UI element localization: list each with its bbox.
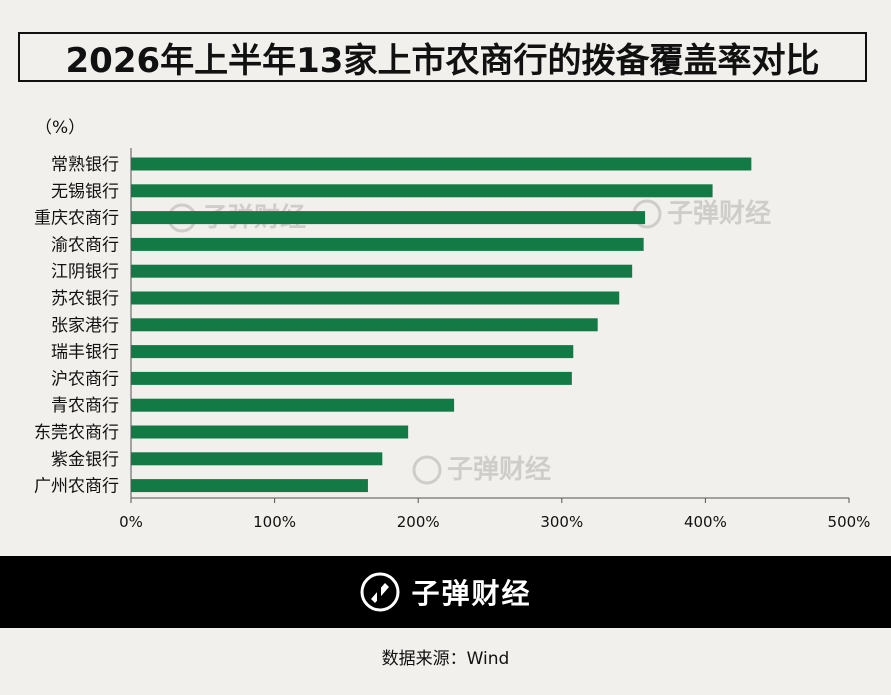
footer-logo: 子弹财经 bbox=[359, 571, 531, 613]
footer-band: 子弹财经 bbox=[0, 556, 891, 628]
chart-title: 2026年上半年13家上市农商行的拨备覆盖率对比 bbox=[65, 40, 820, 81]
watermark-text: 子弹财经 bbox=[447, 454, 551, 485]
category-label: 江阴银行 bbox=[51, 262, 119, 282]
bar bbox=[131, 345, 574, 359]
data-source: 数据来源：Wind bbox=[381, 649, 510, 669]
bar bbox=[131, 157, 752, 171]
x-tick-label: 200% bbox=[397, 513, 440, 531]
category-label: 无锡银行 bbox=[51, 182, 119, 202]
footer-brand: 子弹财经 bbox=[411, 577, 532, 610]
bar bbox=[131, 425, 409, 439]
category-label: 东莞农商行 bbox=[34, 423, 119, 443]
bullet-logo-icon bbox=[360, 572, 400, 612]
x-tick-label: 500% bbox=[828, 513, 871, 531]
bar bbox=[131, 211, 646, 225]
x-tick-label: 300% bbox=[540, 513, 583, 531]
category-label: 广州农商行 bbox=[34, 477, 119, 497]
x-axis: 0% 100% 200% 300% 400% 500% bbox=[119, 148, 870, 531]
watermark-layer: 子弹财经子弹财经子弹财经 bbox=[167, 198, 771, 485]
watermark-logo-icon bbox=[412, 455, 442, 485]
bar bbox=[131, 371, 572, 385]
bar bbox=[131, 452, 383, 466]
bar bbox=[131, 318, 598, 332]
category-label: 重庆农商行 bbox=[34, 209, 119, 229]
bars-layer: 常熟银行无锡银行重庆农商行渝农商行江阴银行苏农银行张家港行瑞丰银行沪农商行青农商… bbox=[34, 154, 752, 497]
category-label: 瑞丰银行 bbox=[51, 343, 119, 363]
watermark: 子弹财经 bbox=[632, 198, 771, 229]
chart-title-box: 2026年上半年13家上市农商行的拨备覆盖率对比 bbox=[18, 32, 867, 82]
bar bbox=[131, 264, 633, 278]
category-label: 张家港行 bbox=[51, 316, 119, 336]
x-tick-label: 100% bbox=[253, 513, 296, 531]
category-label: 渝农商行 bbox=[51, 235, 119, 255]
bar bbox=[131, 398, 455, 412]
bar bbox=[131, 184, 713, 198]
category-label: 苏农银行 bbox=[51, 289, 119, 309]
category-label: 青农商行 bbox=[51, 396, 119, 416]
unit-label: （%） bbox=[35, 118, 85, 138]
bar-chart: （%） 子弹财经子弹财经子弹财经 常熟银行无锡银行重庆农商行渝农商行江阴银行苏农… bbox=[34, 118, 870, 531]
bar bbox=[131, 479, 368, 493]
watermark-text: 子弹财经 bbox=[667, 198, 771, 229]
category-label: 常熟银行 bbox=[51, 154, 119, 175]
category-label: 紫金银行 bbox=[51, 450, 119, 470]
watermark: 子弹财经 bbox=[412, 454, 551, 485]
bar bbox=[131, 291, 620, 305]
bar bbox=[131, 237, 644, 251]
x-tick-label: 400% bbox=[684, 513, 727, 531]
category-label: 沪农商行 bbox=[51, 369, 119, 389]
x-tick-label: 0% bbox=[119, 513, 143, 531]
